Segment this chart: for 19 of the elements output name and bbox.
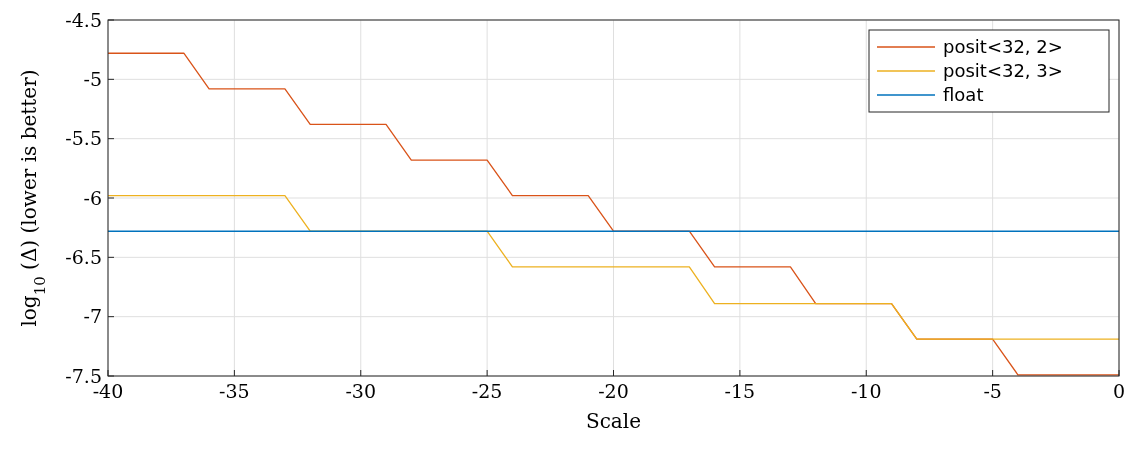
- x-tick-label: -25: [471, 380, 503, 402]
- y-tick-label: -7.5: [65, 364, 102, 387]
- x-tick-label: 0: [1112, 380, 1126, 402]
- y-tick-label: -6.5: [65, 245, 102, 268]
- x-tick-label: -10: [850, 380, 882, 402]
- y-tick-label: -4.5: [65, 8, 102, 31]
- y-tick-label: -5: [83, 67, 102, 90]
- legend-label: posit<32, 3>: [943, 60, 1063, 82]
- x-axis-title: Scale: [585, 409, 642, 433]
- legend-label: float: [943, 84, 984, 106]
- y-tick-label: -6: [83, 186, 102, 209]
- x-tick-label: -30: [345, 380, 377, 402]
- legend-label: posit<32, 2>: [943, 36, 1063, 58]
- x-tick-label: -15: [724, 380, 756, 402]
- x-tick-label: -5: [983, 380, 1002, 402]
- y-tick-label: -5.5: [65, 127, 102, 150]
- x-tick-label: -35: [219, 380, 250, 402]
- x-tick-label: -20: [598, 380, 629, 402]
- y-tick-label: -7: [83, 305, 102, 328]
